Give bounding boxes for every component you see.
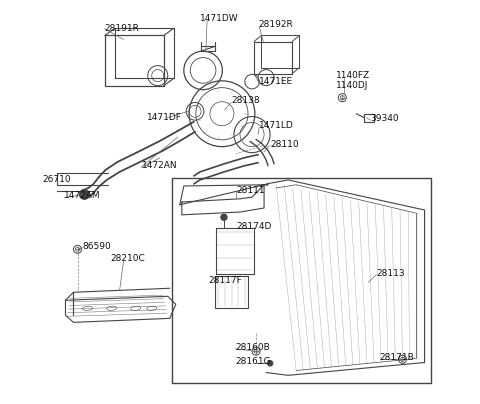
- Text: 26710: 26710: [43, 175, 71, 184]
- Text: 28138: 28138: [231, 97, 260, 105]
- Text: 1140DJ: 1140DJ: [336, 81, 369, 90]
- Text: 1471DF: 1471DF: [147, 113, 182, 122]
- Text: 28191R: 28191R: [104, 24, 139, 33]
- Text: 28171B: 28171B: [380, 353, 414, 362]
- Text: 1471DW: 1471DW: [200, 14, 239, 23]
- Text: 39340: 39340: [371, 114, 399, 123]
- Text: 28110: 28110: [270, 140, 299, 149]
- Text: 1140FZ: 1140FZ: [336, 71, 371, 80]
- Text: 28117F: 28117F: [208, 276, 241, 285]
- Text: 28161G: 28161G: [235, 357, 271, 366]
- Text: 1472AM: 1472AM: [64, 191, 101, 200]
- Circle shape: [267, 360, 273, 366]
- Circle shape: [80, 189, 89, 199]
- Text: 86590: 86590: [83, 242, 111, 250]
- Text: 1471LD: 1471LD: [259, 121, 294, 130]
- Text: 28210C: 28210C: [111, 255, 145, 263]
- Text: 28111: 28111: [236, 186, 264, 195]
- Text: 28192R: 28192R: [258, 20, 293, 29]
- Text: 28113: 28113: [376, 269, 405, 278]
- Text: 1472AN: 1472AN: [142, 161, 177, 170]
- Circle shape: [221, 214, 227, 221]
- Text: 28174D: 28174D: [236, 222, 271, 231]
- Text: 1471EE: 1471EE: [259, 77, 293, 86]
- Text: 28160B: 28160B: [235, 343, 270, 352]
